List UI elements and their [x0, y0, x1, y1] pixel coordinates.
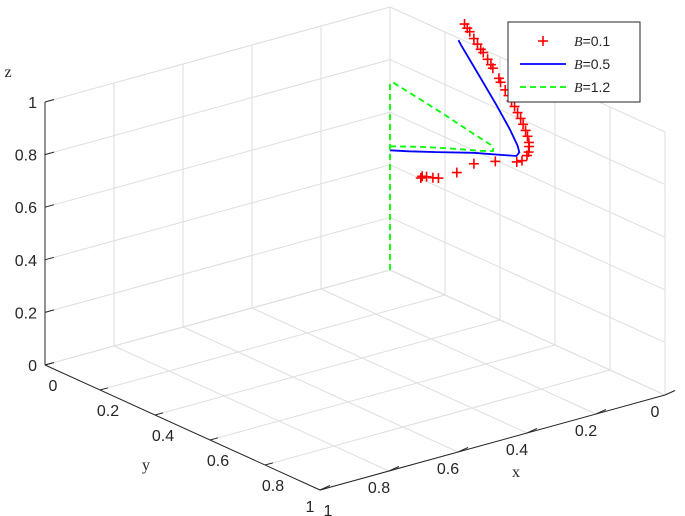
x-tick-mark [99, 387, 109, 391]
legend-box [507, 21, 641, 103]
y-tick-label: 0.8 [368, 480, 390, 497]
y-tick-label: 0.6 [437, 461, 459, 478]
x-tick-mark [44, 362, 54, 366]
z-tick-mark [44, 204, 55, 208]
grid-line [44, 269, 391, 366]
series-b01-marker [509, 101, 520, 112]
z-tick-mark [44, 151, 55, 156]
legend-label: B=1.2 [574, 79, 610, 96]
z-tick-label: 0.4 [15, 253, 37, 270]
series-b01-marker [511, 156, 522, 167]
grid-line [44, 164, 391, 261]
grid-line [389, 111, 666, 238]
x-tick-label: 1 [324, 503, 333, 516]
grid-line [154, 319, 501, 416]
series-b01-marker [517, 155, 527, 166]
series-b01-marker [475, 44, 486, 55]
series-b01-marker [518, 119, 529, 130]
series-b01-marker [421, 171, 432, 182]
legend-label-value: =1.2 [583, 79, 611, 95]
grid-line [44, 111, 391, 208]
z-tick-label: 0.8 [15, 148, 37, 165]
z-axis-label: z [4, 64, 11, 81]
z-tick-label: 0.2 [15, 305, 37, 322]
series-b01-marker [468, 158, 479, 169]
x-tick-mark [209, 437, 219, 441]
grid-line [44, 59, 391, 156]
legend-label-value: =0.1 [583, 33, 611, 49]
z-tick-label: 0.6 [15, 200, 37, 217]
series-b01-marker [522, 131, 533, 142]
legend-label-value: =0.5 [583, 56, 611, 72]
series-b01-marker [459, 19, 470, 30]
series-b01-marker [482, 54, 493, 65]
series-b01-marker [515, 113, 526, 124]
grid-line [251, 307, 528, 434]
legend-label: B=0.1 [574, 33, 610, 50]
y-tick-mark [526, 428, 538, 434]
grid-line [264, 369, 611, 466]
y-tick-mark [664, 390, 676, 396]
grid-line [44, 216, 391, 313]
x-tick-mark [264, 462, 274, 466]
y-tick-label: 0.2 [575, 423, 597, 440]
series-b01-marker [512, 107, 523, 118]
x-axis-label: x [512, 464, 520, 481]
series-b12-line [389, 81, 495, 270]
y-tick-label: 0.4 [506, 442, 528, 459]
grid-line [389, 269, 666, 396]
series-b01-marker [468, 33, 479, 44]
x-tick-label: 0.6 [207, 453, 229, 470]
grid-line [182, 326, 459, 453]
legend-label: B=0.5 [574, 56, 610, 73]
z-tick-mark [44, 256, 55, 261]
series-b01-marker [472, 39, 483, 50]
z-tick-label: 0 [28, 358, 37, 375]
grid-line [99, 294, 446, 391]
series-b01-marker [493, 73, 504, 84]
series-b01-marker [490, 156, 501, 167]
grid-line [389, 59, 666, 186]
series-b01-marker [523, 137, 534, 148]
series-b01-marker [520, 125, 531, 136]
legend-label-symbol: B [574, 35, 583, 50]
grid-line [44, 6, 391, 103]
x-tick-label: 0.8 [262, 478, 284, 495]
grid-line [389, 216, 666, 343]
series-b01-marker [433, 173, 444, 184]
grid-line [113, 345, 390, 472]
series-b05-line [389, 39, 521, 157]
y-tick-mark [595, 409, 607, 415]
x-tick-label: 0.2 [97, 403, 119, 420]
legend-label-symbol: B [574, 81, 583, 96]
z-tick-label: 1 [28, 95, 37, 112]
legend-label-symbol: B [574, 58, 583, 73]
y-tick-mark [388, 466, 400, 472]
series-b01-marker [485, 59, 496, 70]
x-tick-mark [154, 412, 164, 416]
y-tick-label: 1 [306, 499, 315, 516]
y-tick-mark [457, 447, 469, 453]
y-axis-line [319, 394, 666, 491]
series-b01-marker [415, 173, 426, 184]
series-b01-marker [451, 167, 462, 178]
legend-marker-b01 [538, 36, 548, 46]
x-axis-line [44, 364, 321, 491]
x-tick-label: 0 [49, 378, 58, 395]
x-tick-label: 0.4 [152, 428, 174, 445]
y-axis-label: y [142, 457, 150, 474]
grid-line [209, 344, 556, 441]
z-tick-mark [44, 99, 55, 103]
y-tick-label: 0 [651, 404, 660, 421]
grid-line [389, 164, 666, 291]
z-tick-mark [44, 309, 55, 313]
y-tick-mark [319, 485, 331, 491]
grid-line [320, 288, 597, 415]
